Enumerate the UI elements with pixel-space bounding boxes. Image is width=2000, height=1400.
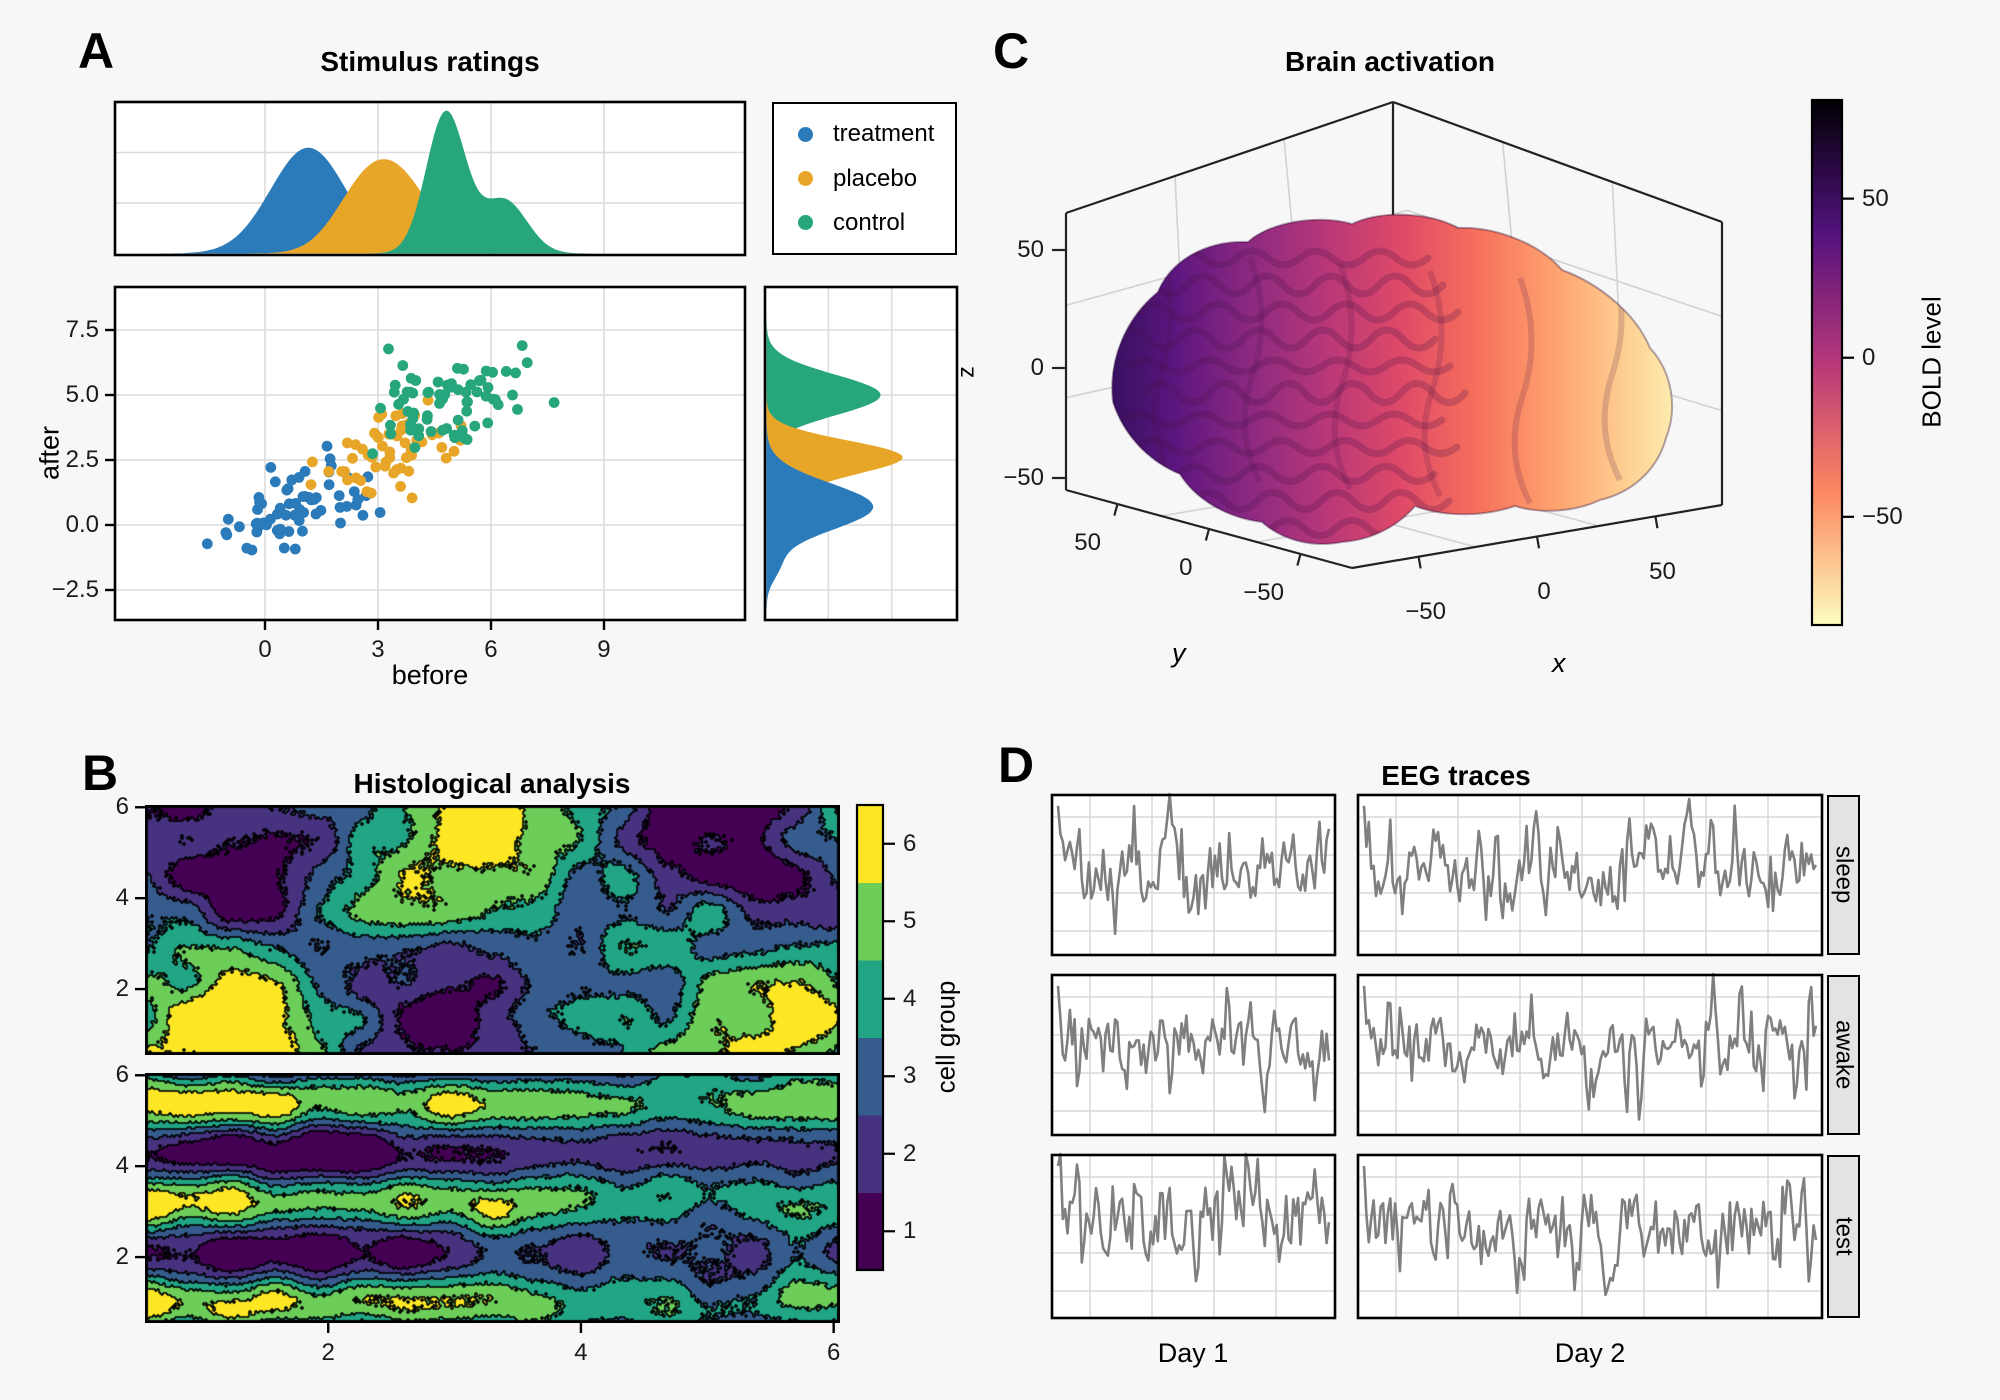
a-x-tick: 9 <box>597 636 611 663</box>
legend-label-placebo: placebo <box>833 164 918 192</box>
c-y-tick: 0 <box>1179 553 1193 581</box>
legend-item-treatment: treatment <box>798 120 955 148</box>
c-x-tick: 0 <box>1537 577 1551 605</box>
contour-plot-top <box>145 805 840 1055</box>
b-colorbar-tick: 1 <box>903 1217 917 1245</box>
c-x-tick: 50 <box>1649 557 1676 585</box>
facet-strip-sleep-label: sleep <box>1830 846 1858 904</box>
a-x-tick: 0 <box>258 636 272 663</box>
c-y-tick: 50 <box>1074 528 1101 556</box>
a-y-tick: 7.5 <box>65 316 99 343</box>
b-y-tick: 6 <box>115 793 129 821</box>
facet-strip-test-label: test <box>1830 1217 1858 1256</box>
a-x-tick: 3 <box>371 636 385 663</box>
c-colorbar-tick: 50 <box>1862 184 1889 212</box>
c-x-tick: −50 <box>1405 598 1446 626</box>
panel-title-a: Stimulus ratings <box>320 46 540 77</box>
c-xaxis-label: x <box>1552 648 1566 678</box>
panel-title-d: EEG traces <box>1381 760 1531 791</box>
legend-dot-treatment-icon <box>798 126 813 142</box>
b-colorbar-tick: 2 <box>903 1139 917 1167</box>
b-y-tick: 2 <box>115 975 129 1003</box>
b-y-tick: 4 <box>115 1152 129 1180</box>
facet-strip-test: test <box>1827 1155 1860 1318</box>
legend-label-treatment: treatment <box>833 120 935 148</box>
b-y-tick: 2 <box>115 1243 129 1271</box>
legend-item-placebo: placebo <box>798 165 955 193</box>
c-colorbar-tick: −50 <box>1862 502 1903 530</box>
b-y-tick: 6 <box>115 1061 129 1089</box>
b-colorbar-tick: 5 <box>903 907 917 935</box>
panel-label-c: C <box>993 23 1030 79</box>
a-y-tick: −2.5 <box>51 576 99 603</box>
c-z-tick: −50 <box>1003 464 1044 491</box>
b-colorbar-tick: 3 <box>903 1062 917 1090</box>
b-y-tick: 4 <box>115 884 129 912</box>
legend: treatment placebo control <box>772 102 957 255</box>
d-col-label-day1: Day 1 <box>1157 1338 1229 1368</box>
facet-strip-awake-label: awake <box>1830 1020 1858 1090</box>
panel-label-b: B <box>82 745 119 801</box>
b-x-tick: 2 <box>321 1339 335 1366</box>
c-z-tick: 50 <box>1017 236 1044 263</box>
c-y-tick: −50 <box>1243 578 1284 606</box>
c-yaxis-label: y <box>1172 638 1186 668</box>
legend-dot-control-icon <box>798 215 813 231</box>
panel-title-b: Histological analysis <box>353 768 631 799</box>
b-x-tick: 6 <box>826 1339 841 1366</box>
panel-label-d: D <box>998 737 1035 793</box>
panel-title-c: Brain activation <box>1284 46 1496 77</box>
c-colorbar-tick: 0 <box>1862 343 1876 371</box>
b-x-tick: 4 <box>574 1339 588 1366</box>
a-y-tick: 5.0 <box>65 381 99 408</box>
d-col-label-day2: Day 2 <box>1554 1338 1626 1368</box>
contour-plot-bottom <box>145 1073 840 1323</box>
b-colorbar-tick: 4 <box>903 984 917 1012</box>
legend-dot-placebo-icon <box>798 171 813 186</box>
b-colorbar-tick: 6 <box>903 829 917 857</box>
legend-label-control: control <box>833 208 906 236</box>
a-xaxis-label: before <box>391 660 469 690</box>
panel-label-a: A <box>78 23 115 79</box>
c-z-tick: 0 <box>1030 354 1044 381</box>
a-y-tick: 0.0 <box>65 511 99 538</box>
a-x-tick: 6 <box>484 636 498 663</box>
facet-strip-sleep: sleep <box>1827 795 1860 955</box>
facet-strip-awake: awake <box>1827 975 1860 1135</box>
legend-item-control: control <box>798 209 955 237</box>
a-y-tick: 2.5 <box>65 446 99 473</box>
